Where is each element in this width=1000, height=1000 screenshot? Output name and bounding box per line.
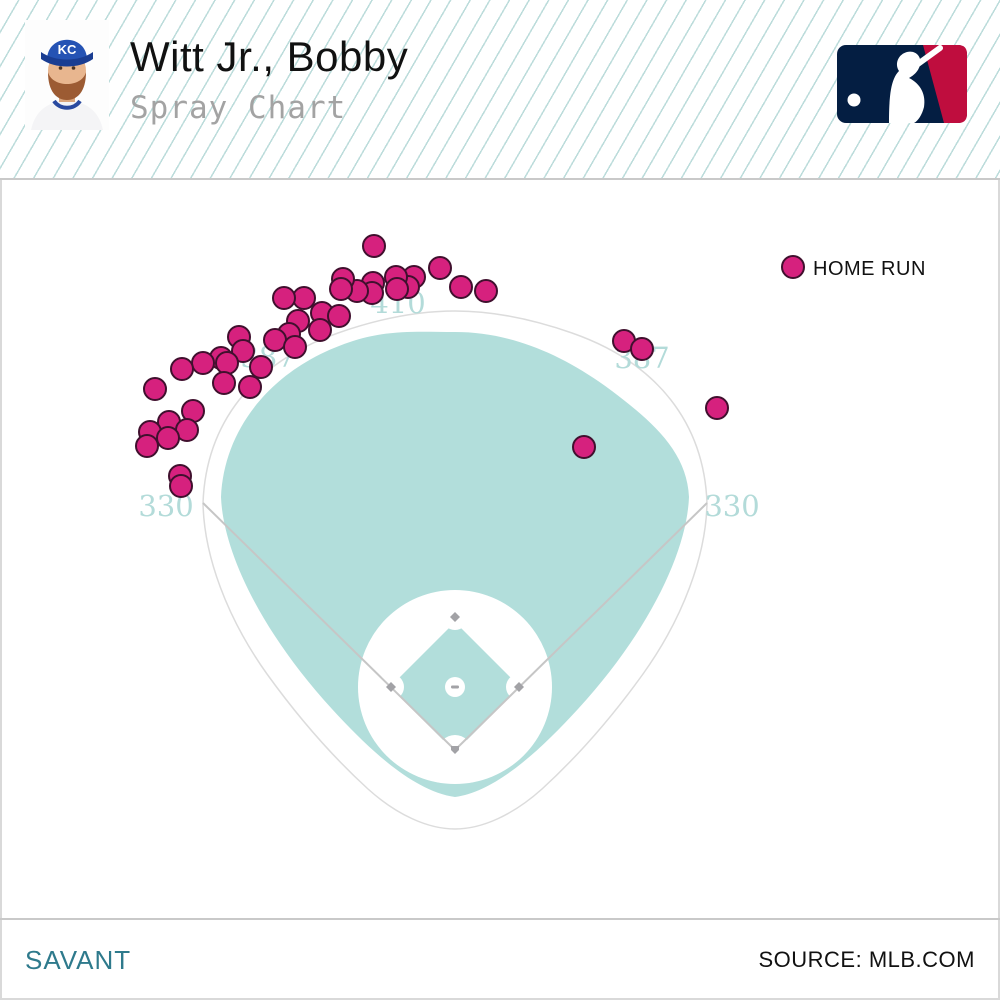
legend-label: HOME RUN: [813, 258, 926, 280]
source-text: SOURCE: MLB.COM: [758, 947, 975, 972]
jersey-collar: [52, 99, 82, 110]
home-run-dot[interactable]: [630, 337, 654, 361]
home-run-dot[interactable]: [215, 351, 239, 375]
home-run-dot[interactable]: [283, 335, 307, 359]
eye-left: [58, 66, 63, 70]
second-base-marker: [450, 612, 460, 622]
jersey: [31, 101, 103, 130]
home-run-dot[interactable]: [327, 304, 351, 328]
home-run-dot[interactable]: [292, 286, 316, 310]
field-svg: 330387410387330 HOME RUN: [135, 234, 926, 830]
home-run-dot[interactable]: [572, 435, 596, 459]
player-avatar-graphic: KC: [31, 39, 103, 130]
home-run-dot[interactable]: [449, 275, 473, 299]
home-run-dot[interactable]: [474, 279, 498, 303]
cap-brim: [41, 52, 93, 67]
page-subtitle: Spray Chart: [130, 90, 347, 127]
home-plate-marker: [451, 746, 459, 754]
footer: SAVANT SOURCE: MLB.COM: [0, 918, 1000, 1000]
home-run-dots: [135, 234, 729, 498]
home-run-dot[interactable]: [249, 355, 273, 379]
home-run-dot[interactable]: [238, 375, 262, 399]
home-run-dot[interactable]: [156, 426, 180, 450]
field-grass: [221, 331, 689, 797]
cap-logo-text: KC: [58, 42, 77, 57]
mlb-logo-red: [923, 45, 967, 123]
brand-savant[interactable]: SAVANT: [25, 944, 132, 975]
eye-right: [71, 66, 76, 70]
mlb-logo-ball: [847, 93, 861, 107]
home-run-dot[interactable]: [169, 474, 193, 498]
spray-chart: 330387410387330 HOME RUN: [0, 180, 1000, 918]
player-photo: KC: [25, 20, 109, 130]
home-run-dot[interactable]: [135, 434, 159, 458]
home-run-dot[interactable]: [385, 277, 409, 301]
distance-label: 330: [704, 489, 759, 523]
title-block: Witt Jr., Bobby Spray Chart: [130, 33, 409, 127]
home-run-dot[interactable]: [272, 286, 296, 310]
page-title: Witt Jr., Bobby: [130, 33, 409, 80]
foul-line-left: [202, 502, 456, 751]
mlb-logo-icon[interactable]: [837, 45, 967, 123]
home-run-dot[interactable]: [212, 371, 236, 395]
third-base-marker: [386, 682, 396, 692]
header: KC Witt Jr., Bobby Spray Chart: [0, 0, 1000, 180]
home-run-dot[interactable]: [705, 396, 729, 420]
home-run-dot[interactable]: [308, 318, 332, 342]
home-run-dot[interactable]: [428, 256, 452, 280]
home-run-dot[interactable]: [263, 328, 287, 352]
pitcher-rubber: [451, 685, 459, 689]
legend-home-run-dot: [781, 255, 805, 279]
home-run-dot[interactable]: [231, 339, 255, 363]
cap-crown: [47, 39, 87, 60]
foul-line-right: [454, 502, 708, 751]
first-base-marker: [514, 682, 524, 692]
home-run-dot[interactable]: [329, 277, 353, 301]
home-run-dot[interactable]: [170, 357, 194, 381]
beard: [48, 72, 86, 100]
mlb-logo-batter: [889, 51, 925, 123]
home-run-dot[interactable]: [362, 234, 386, 258]
home-run-dot[interactable]: [191, 351, 215, 375]
legend: HOME RUN: [781, 255, 926, 280]
home-run-dot[interactable]: [143, 377, 167, 401]
